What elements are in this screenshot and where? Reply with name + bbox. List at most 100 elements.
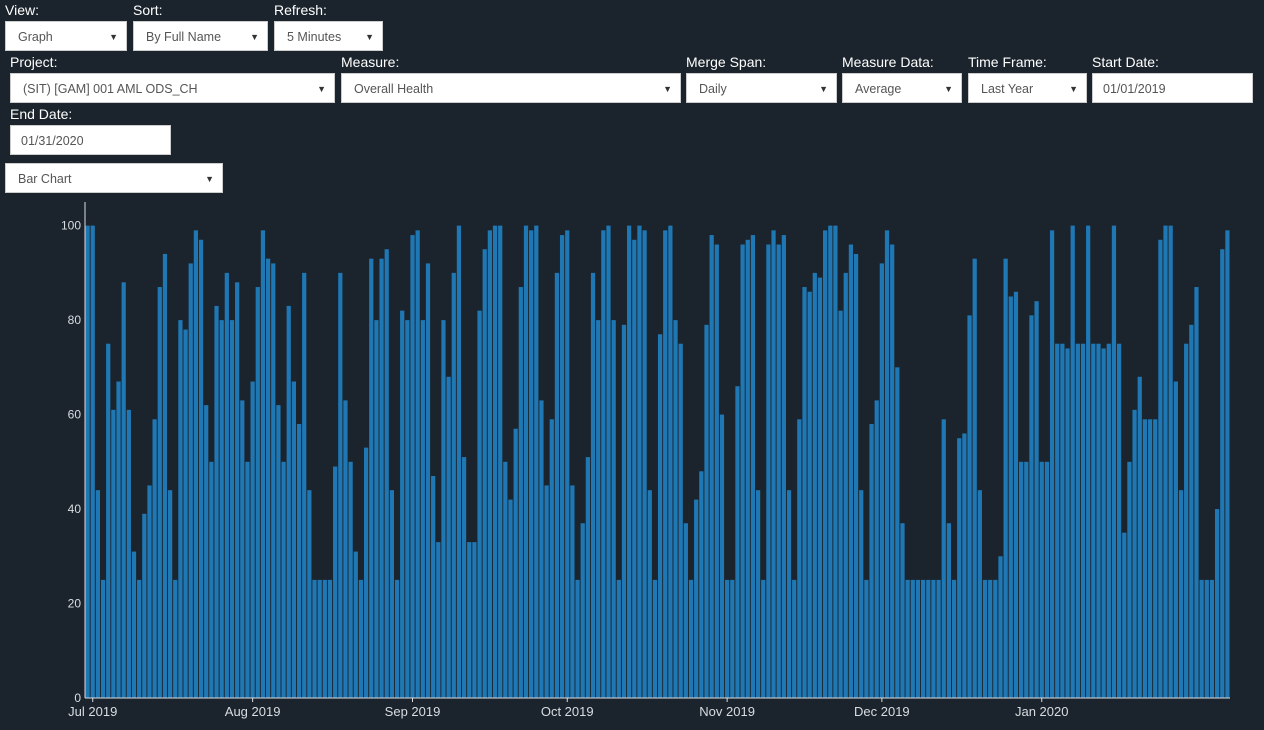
bar[interactable] xyxy=(441,320,446,698)
bar[interactable] xyxy=(529,230,534,698)
bar[interactable] xyxy=(312,579,317,698)
merge-span-select[interactable]: Daily ▼ xyxy=(686,73,837,103)
bar[interactable] xyxy=(982,579,988,698)
end-date-input[interactable]: 01/31/2020 xyxy=(10,125,171,155)
bar[interactable] xyxy=(405,320,410,698)
bar[interactable] xyxy=(1086,225,1091,698)
bar[interactable] xyxy=(570,485,575,698)
bar[interactable] xyxy=(235,282,240,698)
bar[interactable] xyxy=(131,551,137,698)
bar[interactable] xyxy=(276,405,281,698)
bar[interactable] xyxy=(668,225,673,698)
bar[interactable] xyxy=(781,235,786,698)
bar[interactable] xyxy=(601,230,606,698)
bar[interactable] xyxy=(998,556,1003,698)
bar[interactable] xyxy=(792,579,797,698)
bar[interactable] xyxy=(694,499,699,698)
bar[interactable] xyxy=(389,490,394,698)
bar[interactable] xyxy=(993,579,998,698)
bar[interactable] xyxy=(905,579,910,698)
bar[interactable] xyxy=(472,542,477,698)
bar[interactable] xyxy=(116,381,121,699)
bar[interactable] xyxy=(420,320,425,698)
bar[interactable] xyxy=(565,230,570,698)
bar[interactable] xyxy=(869,424,874,698)
bar[interactable] xyxy=(379,258,384,698)
bar[interactable] xyxy=(843,272,848,698)
bar[interactable] xyxy=(590,272,596,698)
bar[interactable] xyxy=(271,263,276,698)
bar[interactable] xyxy=(198,239,204,698)
bar[interactable] xyxy=(874,400,879,698)
bar[interactable] xyxy=(951,579,957,698)
bar[interactable] xyxy=(859,490,864,698)
bar[interactable] xyxy=(400,310,405,698)
bar[interactable] xyxy=(921,579,926,698)
bar[interactable] xyxy=(456,225,462,698)
bar[interactable] xyxy=(436,542,441,698)
bar[interactable] xyxy=(828,225,833,698)
bar[interactable] xyxy=(1013,291,1019,698)
bar[interactable] xyxy=(147,485,152,698)
bar[interactable] xyxy=(363,447,369,698)
bar[interactable] xyxy=(338,272,343,698)
bar[interactable] xyxy=(369,258,374,698)
bar[interactable] xyxy=(1153,419,1158,698)
bar[interactable] xyxy=(755,490,761,698)
bar[interactable] xyxy=(647,490,652,698)
bar[interactable] xyxy=(1019,461,1024,698)
bar[interactable] xyxy=(173,579,178,698)
bar[interactable] xyxy=(1204,579,1209,698)
bar[interactable] xyxy=(1122,532,1127,698)
bar[interactable] xyxy=(188,263,193,698)
bar[interactable] xyxy=(245,461,250,698)
bar[interactable] xyxy=(1003,258,1008,698)
bar[interactable] xyxy=(926,579,931,698)
bar[interactable] xyxy=(1096,343,1101,698)
bar[interactable] xyxy=(1106,343,1111,698)
bar[interactable] xyxy=(296,424,302,698)
bar[interactable] xyxy=(1137,376,1142,698)
bar[interactable] xyxy=(1199,579,1204,698)
chart-type-select[interactable]: Bar Chart ▼ xyxy=(5,163,223,193)
bar[interactable] xyxy=(657,334,663,698)
bar[interactable] xyxy=(518,287,523,698)
bar[interactable] xyxy=(302,272,307,698)
bar[interactable] xyxy=(167,490,173,698)
bar[interactable] xyxy=(642,230,647,698)
bar[interactable] xyxy=(1189,324,1194,698)
bar[interactable] xyxy=(915,579,921,698)
bar[interactable] xyxy=(750,235,756,698)
bar[interactable] xyxy=(307,490,312,698)
bar[interactable] xyxy=(317,579,322,698)
bar[interactable] xyxy=(539,400,544,698)
view-select[interactable]: Graph ▼ xyxy=(5,21,127,51)
bar[interactable] xyxy=(596,320,601,698)
bar[interactable] xyxy=(1049,230,1055,698)
bar[interactable] xyxy=(1111,225,1117,698)
bar[interactable] xyxy=(1220,249,1225,699)
bar[interactable] xyxy=(1163,225,1168,698)
bar[interactable] xyxy=(492,225,498,698)
project-select[interactable]: (SIT) [GAM] 001 AML ODS_CH ▼ xyxy=(10,73,335,103)
bar[interactable] xyxy=(931,579,936,698)
bar[interactable] xyxy=(807,291,812,698)
bar[interactable] xyxy=(1070,225,1075,698)
bar[interactable] xyxy=(1039,461,1044,698)
bar[interactable] xyxy=(286,305,291,698)
bar[interactable] xyxy=(802,287,807,698)
bar[interactable] xyxy=(513,428,518,698)
bar[interactable] xyxy=(606,225,611,698)
bar[interactable] xyxy=(833,225,838,698)
bar[interactable] xyxy=(957,438,962,698)
bar[interactable] xyxy=(358,579,364,698)
bar[interactable] xyxy=(941,419,946,698)
bar[interactable] xyxy=(673,320,678,698)
bar[interactable] xyxy=(864,579,869,698)
bar[interactable] xyxy=(1101,348,1106,698)
bar[interactable] xyxy=(704,324,709,698)
bar[interactable] xyxy=(214,305,219,698)
bar[interactable] xyxy=(1209,579,1215,698)
bar[interactable] xyxy=(374,320,379,698)
bar[interactable] xyxy=(838,310,843,698)
